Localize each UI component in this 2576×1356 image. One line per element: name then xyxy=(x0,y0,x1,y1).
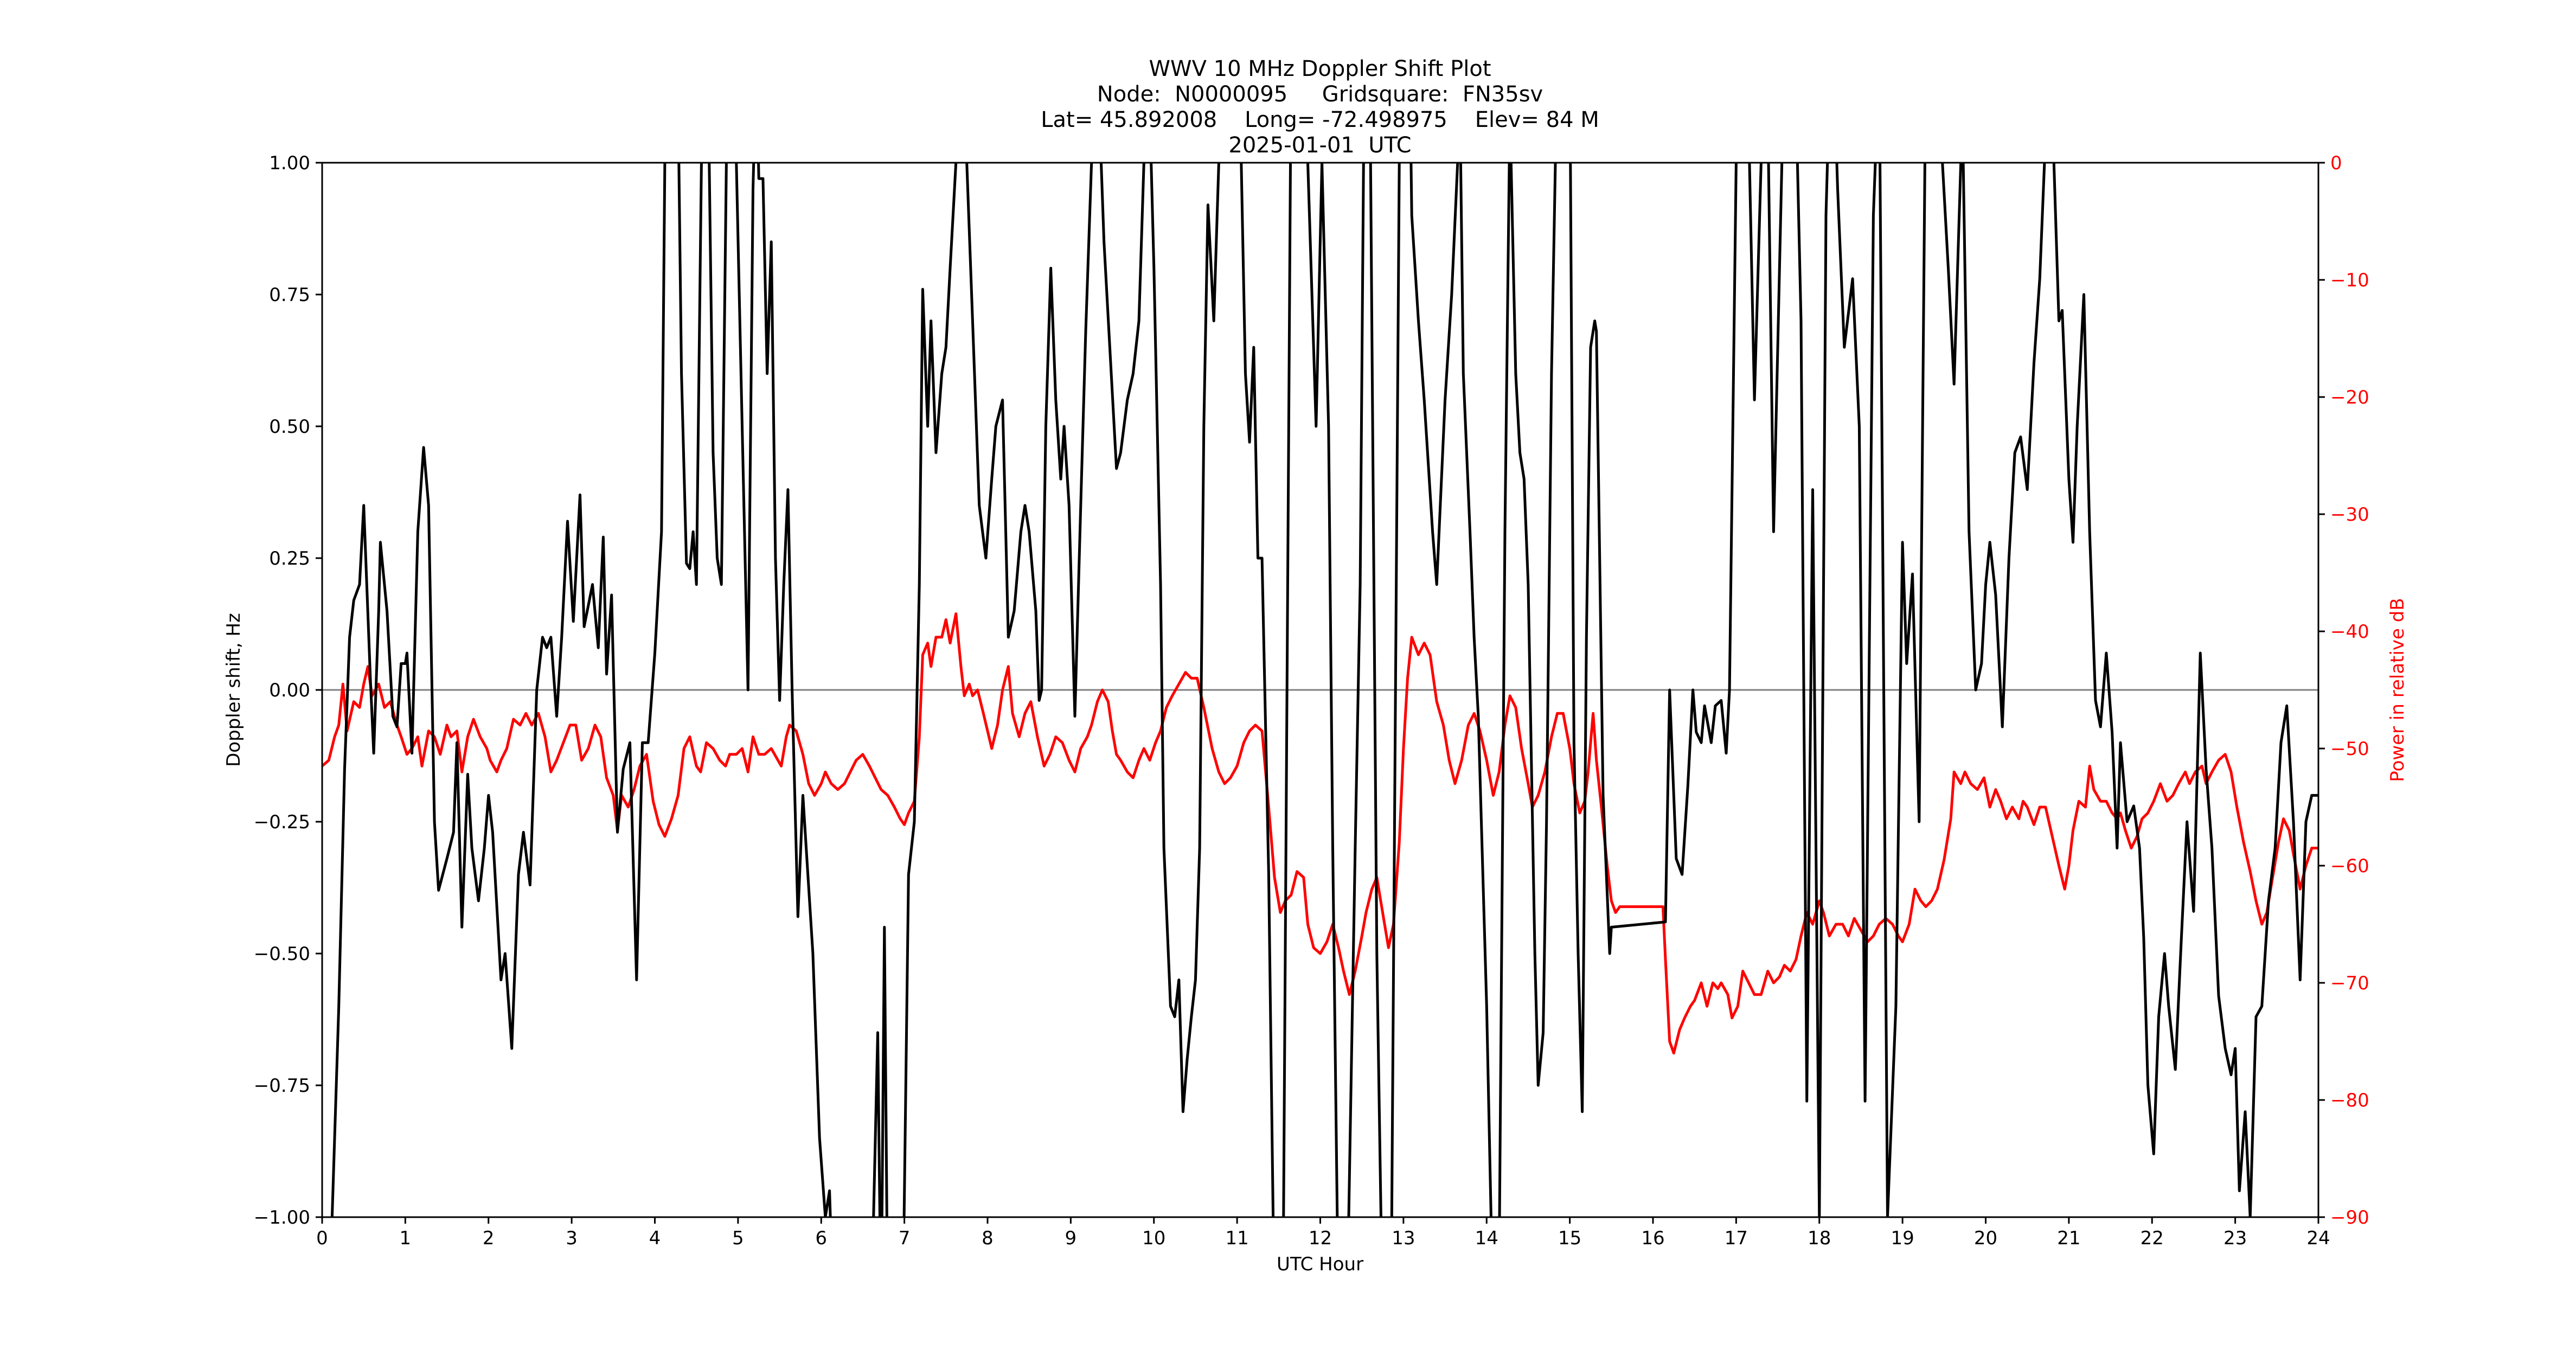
x-tick-label: 23 xyxy=(2223,1227,2247,1249)
x-tick-label: 0 xyxy=(316,1227,328,1249)
x-tick-label: 13 xyxy=(1392,1227,1415,1249)
y-right-tick-label: −50 xyxy=(2330,738,2369,760)
y-axis-right-ticks: 0 −10 −20 −30 −40 −50 −60 −70 −80 −90 xyxy=(2318,152,2369,1229)
y-axis-left-ticks: 1.00 0.75 0.50 0.25 0.00 −0.25 −0.50 −0.75 −1.00 xyxy=(254,152,322,1229)
y-tick-label: 0.25 xyxy=(269,548,310,570)
x-tick-label: 12 xyxy=(1309,1227,1332,1249)
y-tick-label: −0.50 xyxy=(254,943,310,965)
y-right-tick-label: −60 xyxy=(2330,855,2369,877)
x-tick-label: 20 xyxy=(1974,1227,1997,1249)
y-right-tick-label: −20 xyxy=(2330,387,2369,408)
y-right-tick-label: −30 xyxy=(2330,504,2369,526)
doppler-series-line xyxy=(330,163,2318,1217)
plot-area xyxy=(321,162,2319,1218)
x-tick-label: 5 xyxy=(732,1227,744,1249)
x-tick-label: 16 xyxy=(1641,1227,1664,1249)
y-tick-label: −1.00 xyxy=(254,1207,310,1229)
x-tick-label: 4 xyxy=(649,1227,661,1249)
x-tick-label: 10 xyxy=(1142,1227,1165,1249)
x-tick-label: 2 xyxy=(483,1227,495,1249)
y-right-tick-label: −10 xyxy=(2330,270,2369,291)
x-tick-label: 22 xyxy=(2141,1227,2164,1249)
y-tick-label: −0.75 xyxy=(254,1075,310,1097)
chart-subtitle-node: Node: N0000095 Gridsquare: FN35sv xyxy=(1097,82,1543,107)
y-tick-label: 0.00 xyxy=(269,680,310,701)
x-tick-label: 9 xyxy=(1065,1227,1077,1249)
chart-subtitle-location: Lat= 45.892008 Long= -72.498975 Elev= 84… xyxy=(1041,107,1599,132)
y-right-tick-label: −40 xyxy=(2330,621,2369,643)
y-right-tick-label: −80 xyxy=(2330,1090,2369,1111)
x-tick-label: 24 xyxy=(2306,1227,2330,1249)
x-tick-label: 14 xyxy=(1475,1227,1498,1249)
chart-title-block: WWV 10 MHz Doppler Shift Plot Node: N000… xyxy=(1041,56,1599,158)
x-tick-label: 11 xyxy=(1225,1227,1248,1249)
x-tick-label: 21 xyxy=(2057,1227,2080,1249)
x-tick-label: 1 xyxy=(400,1227,412,1249)
x-tick-label: 15 xyxy=(1558,1227,1581,1249)
x-tick-label: 7 xyxy=(899,1227,911,1249)
y-tick-label: 0.75 xyxy=(269,284,310,306)
y-tick-label: −0.25 xyxy=(254,811,310,833)
chart-title: WWV 10 MHz Doppler Shift Plot xyxy=(1149,56,1491,81)
y-right-tick-label: 0 xyxy=(2330,152,2342,174)
y-right-tick-label: −70 xyxy=(2330,973,2369,994)
y-axis-label-left: Doppler shift, Hz xyxy=(223,613,245,767)
y-right-tick-label: −90 xyxy=(2330,1207,2369,1229)
x-tick-label: 6 xyxy=(815,1227,827,1249)
x-tick-label: 18 xyxy=(1808,1227,1831,1249)
x-axis-label: UTC Hour xyxy=(1277,1253,1363,1275)
y-axis-label-right: Power in relative dB xyxy=(2387,598,2408,782)
x-tick-label: 17 xyxy=(1725,1227,1748,1249)
y-tick-label: 0.50 xyxy=(269,416,310,438)
x-tick-label: 3 xyxy=(566,1227,578,1249)
power-series-line xyxy=(322,612,2318,1055)
y-tick-label: 1.00 xyxy=(269,152,310,174)
x-tick-label: 19 xyxy=(1891,1227,1914,1249)
x-axis-ticks: 0 1 2 3 4 5 6 7 8 9 10 11 12 13 14 15 16 17 18 19 20 21 22 23 24 xyxy=(316,1217,2330,1249)
x-tick-label: 8 xyxy=(982,1227,994,1249)
chart-subtitle-date: 2025-01-01 UTC xyxy=(1228,133,1411,158)
